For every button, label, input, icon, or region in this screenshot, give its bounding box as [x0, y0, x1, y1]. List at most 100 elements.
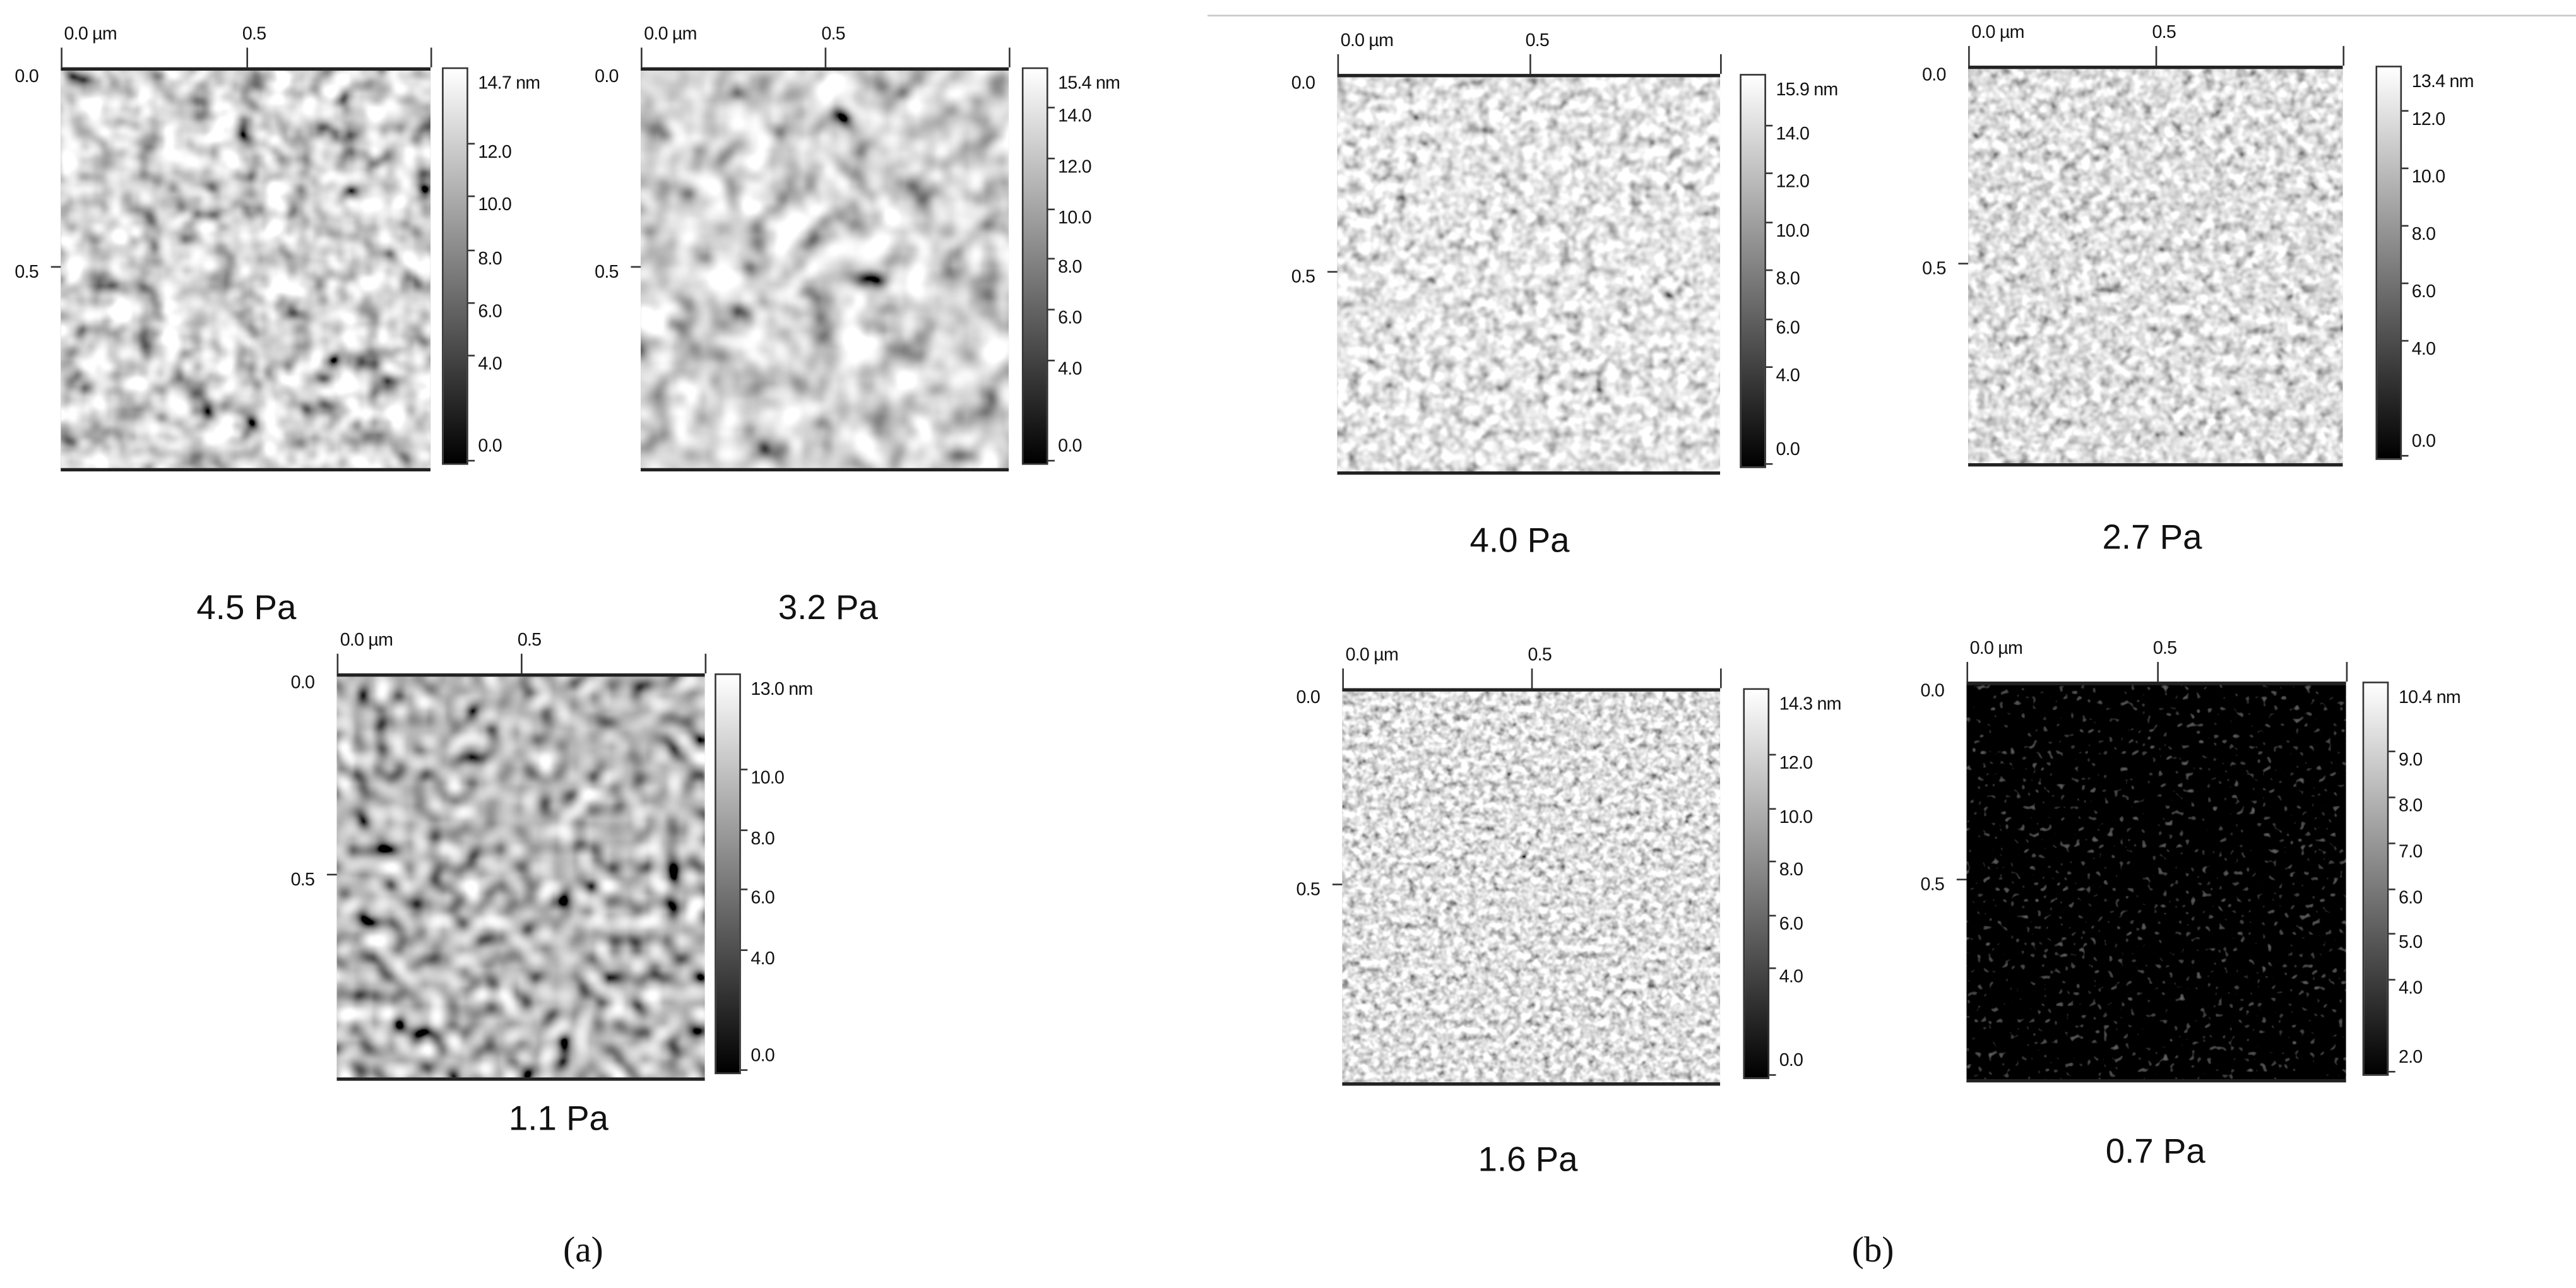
afm-panel: 0.0 µm 0.5 0.0 0.5 10.4 nm 9.0 8.0 7.0 6.0 5.0 4.0… [1921, 639, 2461, 1171]
panel-caption: 2.7 Pa [2102, 519, 2202, 557]
colorbar-tick [1766, 463, 1773, 465]
x-axis-label-mid: 0.5 [821, 25, 845, 45]
colorbar-tick [1769, 861, 1776, 863]
colorbar-tick [1048, 258, 1055, 261]
colorbar-tick-label: 14.0 [1776, 124, 1810, 145]
afm-panel: 0.0 µm 0.5 0.0 0.5 14.3 nm 12.0 10.0 8.0 6.0 4.0 0… [1297, 646, 1842, 1179]
panel-caption: 4.0 Pa [1469, 522, 1570, 560]
colorbar [715, 673, 741, 1075]
colorbar-tick [1048, 107, 1055, 109]
colorbar-tick [1769, 1074, 1776, 1076]
colorbar [2375, 66, 2402, 460]
group-label-b: (b) [1851, 1228, 1894, 1270]
afm-panel: 0.0 µm 0.5 0.0 0.5 13.4 nm 12.0 10.0 8.0 6.0 4.0 0… [1922, 23, 2474, 557]
colorbar-tick [2389, 750, 2395, 753]
x-axis-label-mid: 0.5 [242, 25, 266, 45]
y-axis-label-start: 0.0 [15, 67, 39, 87]
colorbar-tick [740, 768, 748, 771]
colorbar-tick [1769, 914, 1776, 916]
x-axis-label-mid: 0.5 [517, 630, 542, 651]
colorbar-tick-label: 5.0 [2398, 933, 2423, 954]
colorbar-tick-label: 10.0 [1058, 208, 1091, 228]
afm-panel: 0.0 µm 0.5 0.0 0.5 15.4 nm 14.0 12.0 10.0 8.0 6.0… [595, 25, 1120, 627]
x-axis-tick [2342, 45, 2345, 66]
colorbar-tick-label: 6.0 [1776, 318, 1800, 338]
afm-image [641, 67, 1009, 471]
colorbar-tick [2389, 979, 2395, 981]
afm-image [336, 673, 705, 1081]
colorbar-tick-label: 4.0 [1058, 359, 1082, 379]
colorbar-tick-label: 12.0 [1779, 754, 1813, 774]
colorbar-tick [2402, 340, 2409, 342]
x-axis-label-start: 0.0 µm [644, 25, 697, 45]
x-axis-tick [1009, 47, 1011, 68]
colorbar-max-label: 15.4 nm [1058, 74, 1120, 94]
colorbar-tick-label: 8.0 [751, 829, 775, 849]
colorbar-tick-label: 4.0 [2398, 979, 2423, 1000]
y-axis-tick [1958, 263, 1969, 265]
colorbar-tick-label: 12.0 [478, 143, 512, 163]
colorbar-tick-label: 8.0 [478, 249, 502, 269]
colorbar-tick-label: 6.0 [478, 302, 502, 322]
colorbar-tick [1769, 967, 1776, 969]
colorbar-max-label: 13.0 nm [751, 680, 813, 700]
colorbar-tick [740, 889, 748, 891]
colorbar-tick-label: 0.0 [751, 1046, 775, 1066]
colorbar [1021, 67, 1048, 465]
colorbar-tick-label: 6.0 [1058, 309, 1082, 329]
panel-caption: 3.2 Pa [778, 589, 878, 628]
colorbar-tick-label: 6.0 [1779, 914, 1803, 935]
colorbar-max-label: 14.3 nm [1779, 694, 1842, 715]
x-axis-label-mid: 0.5 [1525, 31, 1550, 51]
colorbar-tick [740, 1069, 748, 1071]
colorbar-tick-label: 7.0 [2398, 842, 2423, 862]
colorbar-tick [2389, 933, 2395, 936]
colorbar-tick [468, 302, 475, 304]
x-axis-tick [1720, 668, 1722, 688]
x-axis-tick [430, 47, 432, 68]
y-axis-tick [1327, 271, 1338, 273]
colorbar-tick [468, 354, 475, 357]
colorbar-tick-label: 0.0 [478, 437, 502, 457]
x-axis-label-start: 0.0 µm [64, 25, 117, 45]
colorbar-tick-label: 14.0 [1058, 107, 1091, 127]
colorbar-tick-label: 12.0 [1058, 158, 1091, 178]
colorbar-tick-label: 12.0 [1776, 173, 1810, 193]
colorbar-tick [1048, 459, 1055, 462]
colorbar-tick [1766, 269, 1773, 272]
y-axis-label-start: 0.0 [1922, 66, 1946, 86]
colorbar-max-label: 14.7 nm [478, 74, 540, 94]
colorbar-tick [2389, 887, 2395, 890]
x-axis-tick [824, 47, 827, 68]
x-axis-tick [61, 47, 62, 68]
x-axis-tick [1337, 54, 1339, 74]
colorbar [442, 67, 468, 465]
colorbar-tick [1048, 208, 1055, 210]
colorbar-tick [2402, 225, 2409, 227]
y-axis-label-start: 0.0 [290, 673, 315, 694]
colorbar-tick-label: 6.0 [751, 889, 775, 909]
y-axis-tick [1956, 878, 1967, 881]
colorbar-tick-label: 10.0 [1776, 221, 1810, 242]
y-axis-label-mid: 0.5 [595, 263, 619, 283]
colorbar-tick-label: 8.0 [1779, 861, 1803, 881]
colorbar-tick-label: 10.0 [751, 768, 785, 789]
colorbar-tick [1766, 124, 1773, 127]
y-axis-label-start: 0.0 [1920, 682, 1945, 702]
colorbar-tick [1766, 173, 1773, 175]
colorbar-tick-label: 4.0 [1776, 366, 1800, 386]
panel-caption: 4.5 Pa [196, 589, 297, 628]
x-axis-tick [1531, 668, 1533, 688]
y-axis-label-mid: 0.5 [1291, 268, 1315, 288]
afm-image [1337, 74, 1721, 475]
x-axis-label-start: 0.0 µm [1969, 639, 2023, 659]
x-axis-label-mid: 0.5 [2152, 639, 2177, 659]
colorbar-tick [740, 948, 748, 951]
colorbar-tick-label: 0.0 [2411, 432, 2436, 452]
panel-caption: 1.6 Pa [1478, 1141, 1578, 1179]
x-axis-label-mid: 0.5 [1528, 645, 1552, 666]
x-axis-tick [1342, 668, 1344, 688]
colorbar-tick-label: 9.0 [2398, 750, 2423, 771]
y-axis-label-start: 0.0 [1291, 74, 1315, 94]
